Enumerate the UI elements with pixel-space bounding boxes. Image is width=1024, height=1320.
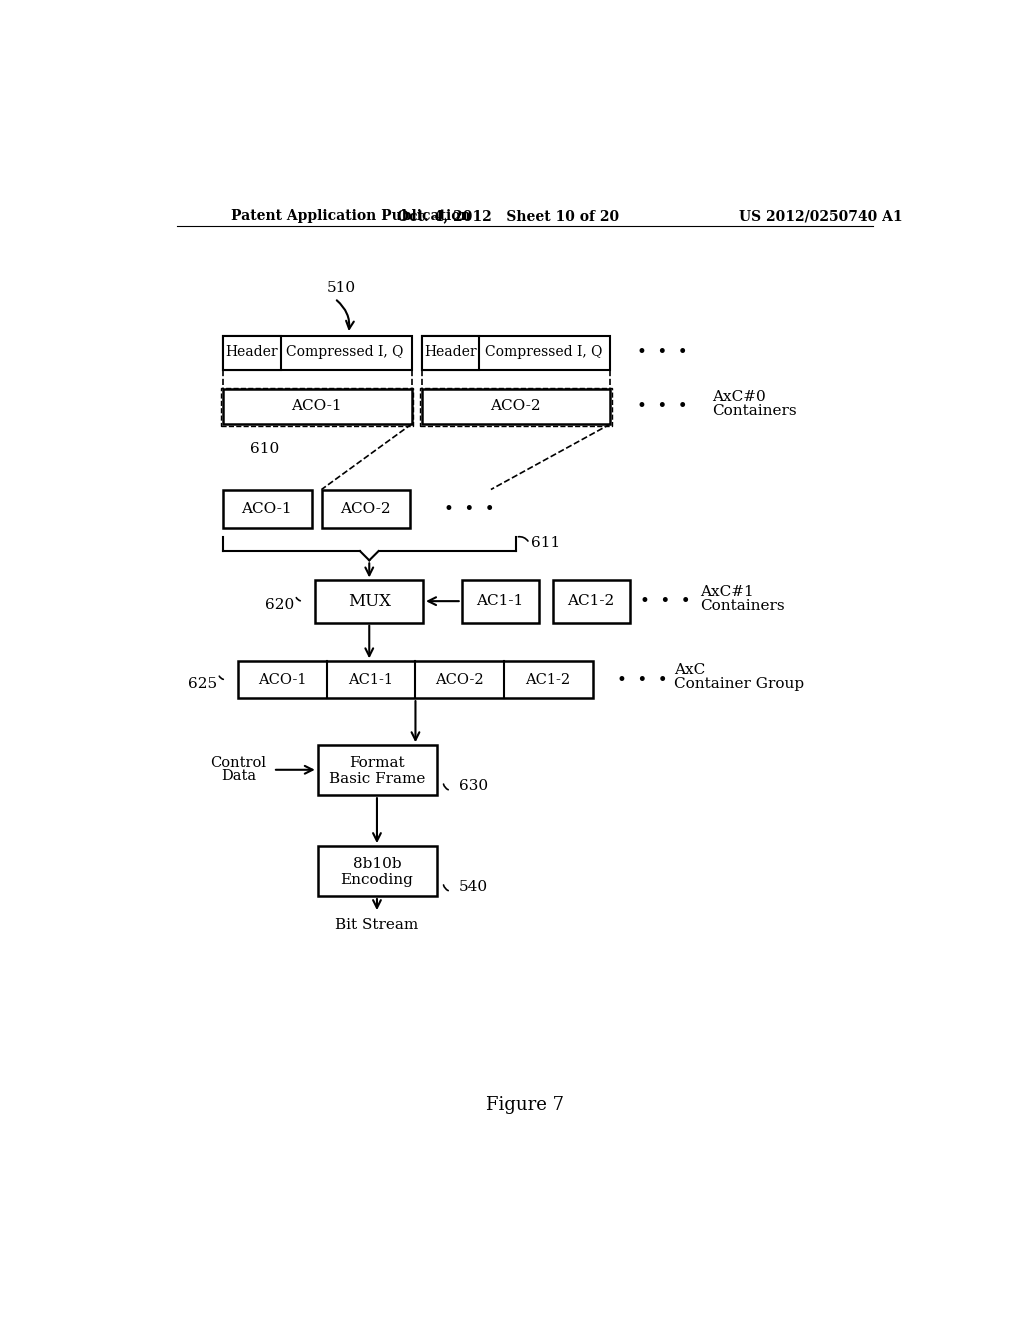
Text: Containers: Containers <box>700 599 785 612</box>
Bar <box>223 335 281 370</box>
Text: Patent Application Publication: Patent Application Publication <box>230 209 470 223</box>
Text: Bit Stream: Bit Stream <box>335 919 419 932</box>
Text: AxC#0: AxC#0 <box>712 391 766 404</box>
Text: •  •  •: • • • <box>444 500 495 517</box>
Text: AC1-2: AC1-2 <box>525 673 570 686</box>
Text: Oct. 4, 2012   Sheet 10 of 20: Oct. 4, 2012 Sheet 10 of 20 <box>396 209 618 223</box>
Text: 540: 540 <box>459 880 487 894</box>
Text: Header: Header <box>225 346 278 359</box>
Text: •  •  •: • • • <box>617 671 668 689</box>
Text: •  •  •: • • • <box>637 397 687 416</box>
Text: Header: Header <box>424 346 476 359</box>
Text: AxC: AxC <box>674 664 706 677</box>
Text: 8b10b: 8b10b <box>352 857 401 871</box>
Text: MUX: MUX <box>348 593 391 610</box>
Text: 625: 625 <box>187 677 217 690</box>
Text: ACO-2: ACO-2 <box>435 673 483 686</box>
Bar <box>422 335 479 370</box>
Bar <box>317 744 437 795</box>
Bar <box>322 490 410 528</box>
Text: Format: Format <box>349 756 404 770</box>
Text: Control: Control <box>210 756 266 770</box>
Text: Data: Data <box>221 770 256 783</box>
Bar <box>239 661 593 698</box>
Text: Container Group: Container Group <box>674 677 804 692</box>
Text: AC1-1: AC1-1 <box>476 594 524 609</box>
Text: AC1-2: AC1-2 <box>567 594 614 609</box>
Bar <box>317 846 437 896</box>
Text: ACO-2: ACO-2 <box>340 502 391 516</box>
Text: •  •  •: • • • <box>637 343 687 362</box>
Bar <box>422 389 610 424</box>
Text: Compressed I, Q: Compressed I, Q <box>286 346 403 359</box>
Text: ACO-1: ACO-1 <box>292 400 342 413</box>
Text: •  •  •: • • • <box>640 593 691 610</box>
Text: US 2012/0250740 A1: US 2012/0250740 A1 <box>739 209 902 223</box>
Bar <box>223 490 311 528</box>
Text: ACO-2: ACO-2 <box>490 400 541 413</box>
Bar <box>422 335 610 370</box>
Text: 620: 620 <box>265 598 295 612</box>
Text: Figure 7: Figure 7 <box>485 1097 564 1114</box>
Text: ACO-1: ACO-1 <box>258 673 306 686</box>
Bar <box>221 388 413 425</box>
Text: 611: 611 <box>531 536 560 550</box>
Text: Encoding: Encoding <box>341 873 414 887</box>
Text: Compressed I, Q: Compressed I, Q <box>484 346 602 359</box>
Bar <box>223 335 412 370</box>
Bar <box>420 388 611 425</box>
Text: 630: 630 <box>459 779 487 793</box>
Text: AxC#1: AxC#1 <box>700 585 754 599</box>
Text: Basic Frame: Basic Frame <box>329 772 425 785</box>
Text: 510: 510 <box>327 281 356 294</box>
Bar <box>223 389 412 424</box>
Bar <box>462 581 539 623</box>
Text: 610: 610 <box>250 442 280 457</box>
Bar <box>315 581 423 623</box>
Text: AC1-1: AC1-1 <box>348 673 393 686</box>
Text: Containers: Containers <box>712 404 797 418</box>
Text: ACO-1: ACO-1 <box>242 502 292 516</box>
Bar <box>553 581 630 623</box>
